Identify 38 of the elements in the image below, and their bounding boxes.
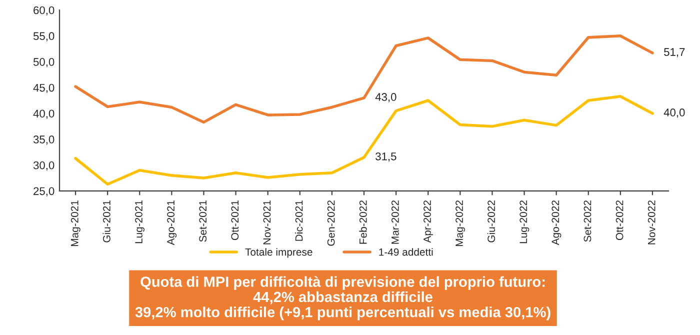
x-tick-label: Set-2021	[199, 200, 207, 242]
x-tick-label: Gen-2022	[327, 200, 335, 246]
x-tick-label: Mag-2021	[70, 200, 80, 246]
legend-label: Totale imprese	[245, 248, 312, 258]
data-label: 51,7	[664, 48, 685, 58]
x-tick-label: Lug-2022	[520, 200, 530, 244]
y-tick-label: 40,0	[33, 110, 54, 119]
y-tick-label: 50,0	[33, 58, 54, 68]
x-tick-label: Mar-2022	[391, 200, 399, 244]
x-tick-label: Set-2022	[584, 200, 592, 242]
y-tick-label: 25,0	[34, 187, 54, 196]
data-label: 43,0	[375, 93, 396, 102]
x-tick-label: Ott-2022	[616, 200, 624, 240]
x-tick-label: Nov-2021	[263, 200, 271, 244]
text: Quota di MPI per difficoltà di previsione del proprio futuro:	[140, 276, 545, 290]
x-tick-label: Ago-2021	[167, 200, 177, 246]
line-series	[74, 94, 654, 186]
x-tick-label: Ago-2022	[552, 200, 562, 246]
y-tick-label: 45,0	[33, 84, 54, 94]
legend-label: 1-49 addetti	[379, 248, 433, 256]
x-tick-label: Feb-2022	[359, 200, 367, 244]
x-tick-label: Nov-2022	[648, 200, 656, 244]
text: 44,2% abbastanza difficile	[253, 291, 432, 304]
x-tick-label: Lug-2021	[135, 200, 144, 244]
x-tick-label: Apr-2022	[424, 200, 433, 243]
x-tick-label: Dic-2021	[295, 200, 303, 241]
data-label: 40,0	[664, 108, 685, 118]
text: 39,2% molto difficile (+9,1 punti percentuali vs media 30,1%)	[135, 306, 550, 320]
x-tick-label: Ott-2021	[231, 200, 239, 240]
y-tick-label: 60,0	[34, 6, 54, 16]
y-tick-label: 55,0	[33, 32, 54, 42]
y-tick-label: 30,0	[33, 161, 54, 171]
x-tick-label: Giu-2022	[487, 200, 496, 242]
y-tick-label: 35,0	[33, 136, 54, 145]
data-label: 31,5	[376, 152, 396, 162]
x-tick-label: Mag-2022	[456, 200, 466, 246]
x-tick-label: Giu-2021	[102, 200, 110, 242]
line-series	[74, 34, 654, 124]
